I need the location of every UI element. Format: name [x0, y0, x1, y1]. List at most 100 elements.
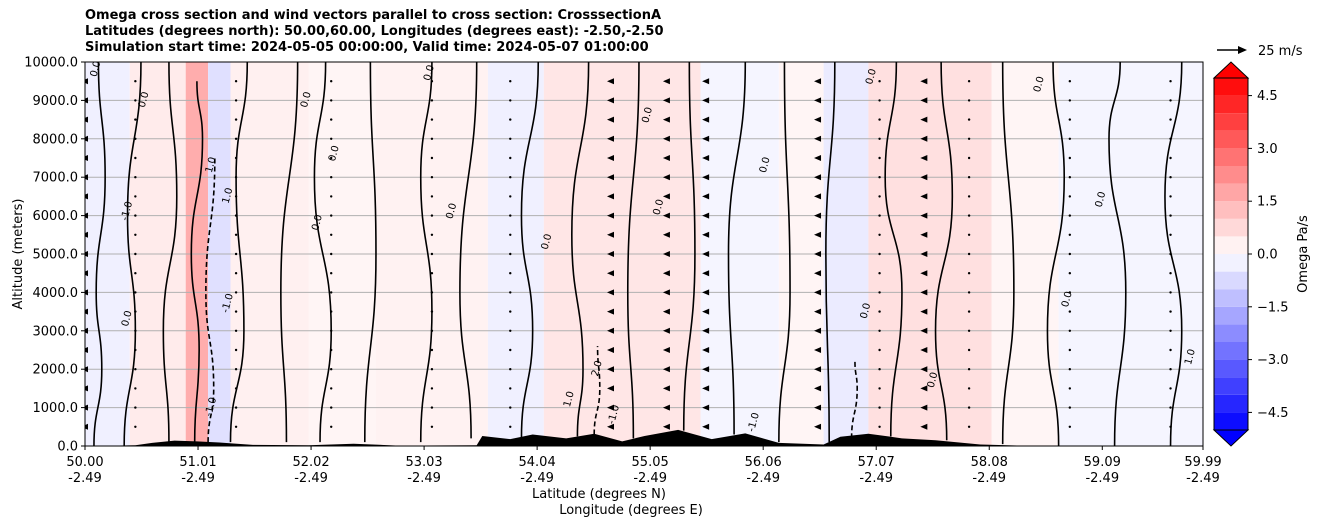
wind-vector	[606, 174, 614, 181]
wind-vector	[606, 327, 614, 334]
colorbar-segment	[1214, 148, 1248, 166]
omega-contour-line	[280, 62, 299, 443]
colorbar-extend-max	[1212, 61, 1250, 79]
wind-vector	[662, 327, 670, 334]
contour-label: -1.0	[120, 200, 136, 222]
wind-vector	[1169, 118, 1172, 121]
wind-vector	[1068, 329, 1072, 332]
wind-vector	[85, 327, 88, 334]
wind-vector	[606, 251, 614, 257]
wind-vector	[814, 308, 822, 315]
wind-vector	[702, 116, 710, 123]
wind-vector	[606, 385, 614, 392]
wind-vector	[1169, 99, 1172, 102]
wind-vector	[1169, 272, 1172, 275]
omega-contour-line	[1046, 62, 1066, 446]
wind-vector	[662, 155, 670, 161]
wind-vector	[134, 118, 137, 121]
colorbar-tick-label: −3.0	[1257, 353, 1289, 368]
colorbar-segment	[1214, 236, 1248, 254]
wind-vector	[967, 272, 971, 275]
wind-vector	[430, 291, 434, 294]
chart-title-line-2: Latitudes (degrees north): 50.00,60.00, …	[85, 24, 664, 39]
wind-vector	[430, 195, 434, 198]
wind-vector	[702, 231, 710, 238]
wind-vector	[606, 308, 614, 315]
wind-vector	[878, 329, 881, 332]
wind-vector	[1169, 310, 1172, 313]
contour-label: 0.0	[445, 202, 460, 220]
colorbar-segment	[1214, 166, 1248, 184]
x-tick-label-lon: -2.49	[746, 471, 780, 486]
wind-vector	[330, 425, 333, 428]
wind-vector	[430, 348, 434, 352]
wind-vector	[330, 252, 333, 256]
wind-vector	[702, 97, 710, 104]
wind-vector	[1169, 137, 1172, 140]
wind-vector	[878, 99, 881, 102]
wind-vector	[1169, 406, 1172, 409]
wind-vector	[134, 387, 137, 390]
x-tick-label-lat: 59.99	[1184, 455, 1221, 470]
wind-vector	[509, 310, 512, 313]
wind-vector	[662, 423, 670, 430]
wind-vector	[967, 118, 971, 121]
contour-label: 0.0	[640, 106, 655, 124]
wind-vector	[1068, 214, 1072, 217]
wind-vector	[330, 214, 333, 217]
omega-contour-line	[162, 62, 178, 443]
omega-contours	[93, 62, 1183, 446]
wind-vector	[814, 231, 822, 238]
contour-label: 1.0	[1183, 348, 1198, 366]
y-axis-label: Altitude (meters)	[11, 199, 26, 310]
omega-contour-line	[123, 62, 142, 446]
wind-vector	[134, 195, 137, 198]
wind-vector	[234, 99, 238, 102]
wind-vector	[509, 137, 512, 140]
colorbar-segment	[1214, 201, 1248, 219]
x-tick-label-lon: -2.49	[859, 471, 893, 486]
wind-vector	[430, 406, 434, 409]
contour-label: 0.0	[422, 64, 437, 82]
wind-vector	[814, 97, 822, 104]
wind-vector	[662, 366, 670, 373]
wind-vector	[662, 289, 670, 296]
terrain-profile	[85, 429, 1203, 446]
wind-vector	[702, 308, 710, 315]
contour-label: 0.0	[310, 214, 325, 232]
wind-vectors	[85, 78, 1172, 430]
wind-vector	[430, 118, 434, 121]
wind-vector	[920, 174, 928, 181]
wind-vector	[85, 308, 88, 315]
wind-vector	[134, 310, 137, 313]
wind-vector	[814, 347, 822, 353]
y-tick-label: 4000.0	[33, 286, 79, 301]
colorbar-segment	[1214, 377, 1248, 395]
wind-vector	[234, 387, 238, 390]
wind-vector	[967, 252, 971, 256]
wind-vector	[330, 291, 333, 294]
x-tick-label-lon: -2.49	[520, 471, 554, 486]
wind-vector	[1068, 176, 1072, 179]
colorbar-tick-label: 0.0	[1257, 248, 1278, 263]
wind-vector	[234, 156, 238, 160]
wind-vector	[234, 272, 238, 275]
wind-vector	[878, 368, 881, 371]
omega-contour-line	[1164, 62, 1183, 446]
wind-vector	[234, 137, 238, 140]
omega-contour-line	[419, 62, 433, 443]
wind-vector	[967, 329, 971, 332]
wind-vector	[920, 116, 928, 123]
x-tick-label-lat: 58.08	[971, 455, 1008, 470]
colorbar-segment	[1214, 183, 1248, 202]
omega-contour-line	[93, 62, 106, 446]
wind-vector	[814, 155, 822, 161]
wind-vector	[85, 212, 88, 219]
wind-vector	[509, 291, 512, 294]
wind-vector	[509, 80, 512, 83]
contour-label: 0.0	[89, 60, 104, 78]
colorbar-segment	[1214, 78, 1248, 96]
wind-vector	[330, 310, 333, 313]
omega-contour-line	[626, 62, 640, 439]
wind-vector	[134, 80, 137, 83]
